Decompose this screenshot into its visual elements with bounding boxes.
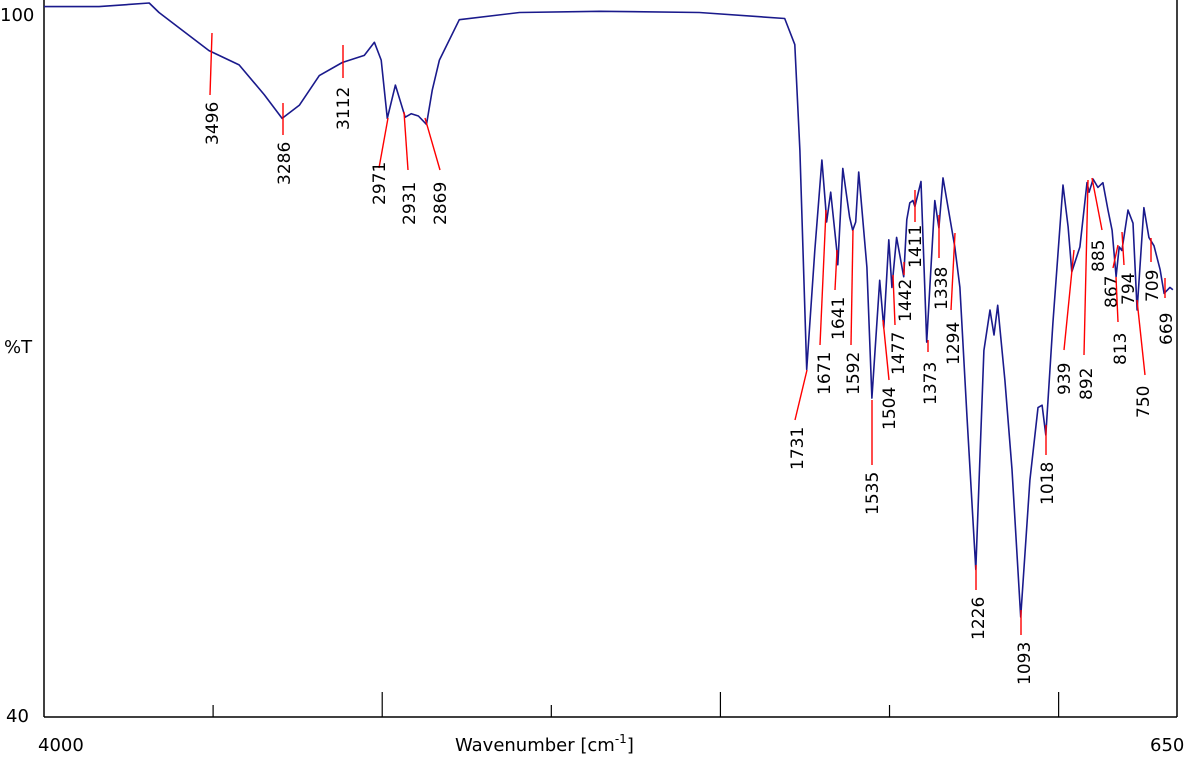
peak-label-1338: 1338 [932,267,952,310]
peak-label-1671: 1671 [815,352,835,395]
peak-marker-939 [1063,249,1075,351]
peak-marker-1504 [882,319,890,381]
y-tick-label-40: 40 [6,706,29,727]
y-axis-label: %T [4,337,33,358]
peak-label-709: 709 [1143,270,1163,302]
plot-frame [43,0,1178,718]
x-axis-label: Wavenumber [cm-1] [455,732,634,756]
peak-label-794: 794 [1119,273,1139,305]
peak-marker-2971 [378,117,389,169]
peak-marker-2931 [403,111,409,171]
peak-marker-885 [1091,177,1103,231]
peak-label-3112: 3112 [334,87,354,130]
peak-label-2971: 2971 [370,162,390,205]
peak-label-1477: 1477 [889,332,909,375]
spectrum-line [44,2,1174,618]
peak-marker-1641 [834,249,838,291]
peak-label-1535: 1535 [863,472,883,515]
x-axis-label-sup: -1 [615,732,627,746]
peak-label-939: 939 [1055,363,1075,395]
peak-label-1226: 1226 [969,597,989,640]
peak-marker-1592 [850,229,854,346]
peak-label-1592: 1592 [844,352,864,395]
peak-marker-1477 [892,274,896,326]
peak-marker-867 [1112,244,1119,269]
peak-label-1731: 1731 [788,427,808,470]
x-axis-label-end: ] [627,735,634,756]
peak-label-1093: 1093 [1015,642,1035,685]
y-tick-label-100: 100 [0,5,34,26]
peak-label-750: 750 [1134,386,1154,418]
peak-label-813: 813 [1111,333,1131,365]
peak-label-1294: 1294 [944,322,964,365]
peak-label-1018: 1018 [1038,462,1058,505]
peak-marker-813 [1115,276,1119,323]
x-tick-label-4000: 4000 [38,735,84,756]
peak-marker-1731 [794,369,808,421]
peak-marker-1294 [950,232,956,311]
peak-label-892: 892 [1077,368,1097,400]
peak-label-1442: 1442 [896,279,916,322]
peak-label-2869: 2869 [431,182,451,225]
peak-marker-1671 [819,209,827,346]
peak-marker-2869 [424,117,441,171]
peak-label-1641: 1641 [829,297,849,340]
peak-labels: 3496 3286 3112 2971 2931 2869 1731 1671 1641 1592… [203,32,1177,685]
peak-marker-892 [1083,179,1089,356]
peak-marker-794 [1121,231,1125,266]
peak-label-3496: 3496 [203,102,223,145]
x-axis-ticks [212,692,1060,717]
peak-label-885: 885 [1089,240,1109,272]
peak-label-1373: 1373 [921,362,941,405]
peak-label-1504: 1504 [880,387,900,430]
peak-marker-3496 [209,32,213,96]
x-axis-label-main: Wavenumber [cm [455,735,615,756]
peak-label-3286: 3286 [275,142,295,185]
peak-label-1411: 1411 [906,225,926,268]
x-tick-label-650: 650 [1150,735,1184,756]
peak-marker-750 [1136,299,1146,376]
peak-label-2931: 2931 [400,182,420,225]
peak-label-669: 669 [1157,313,1177,345]
